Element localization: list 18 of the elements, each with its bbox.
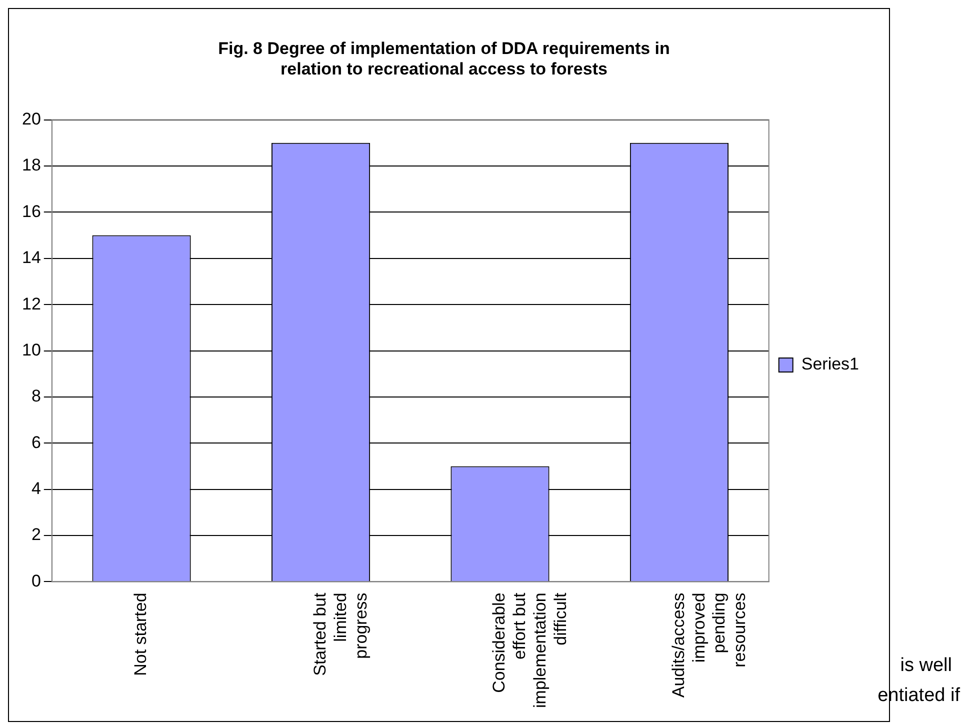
chart-title: Fig. 8 Degree of implementation of DDA requirements in relation to recreational access to forests [218, 38, 670, 78]
y-tick-label: 16 [22, 202, 41, 221]
y-tick-label: 14 [22, 248, 41, 268]
y-tick-label: 6 [31, 432, 41, 452]
x-tick-label: Considerable effort but implementation difficult [490, 592, 570, 708]
y-tick-label: 0 [31, 571, 41, 590]
y-tick-label: 10 [22, 340, 41, 360]
x-tick-label: Not started [131, 592, 150, 676]
y-tick-label: 4 [31, 479, 41, 498]
y-tick-label: 20 [22, 109, 41, 128]
text: is well [900, 655, 952, 677]
legend-label: Series1 [801, 354, 859, 374]
y-tick-label: 2 [31, 525, 41, 544]
y-tick-label: 8 [31, 386, 41, 406]
y-tick-label: 18 [22, 156, 41, 175]
x-tick-label: Audits/access improved pending resources [668, 592, 750, 698]
y-tick-label: 12 [22, 294, 41, 314]
x-tick-label: Started but limited progress [310, 592, 370, 676]
